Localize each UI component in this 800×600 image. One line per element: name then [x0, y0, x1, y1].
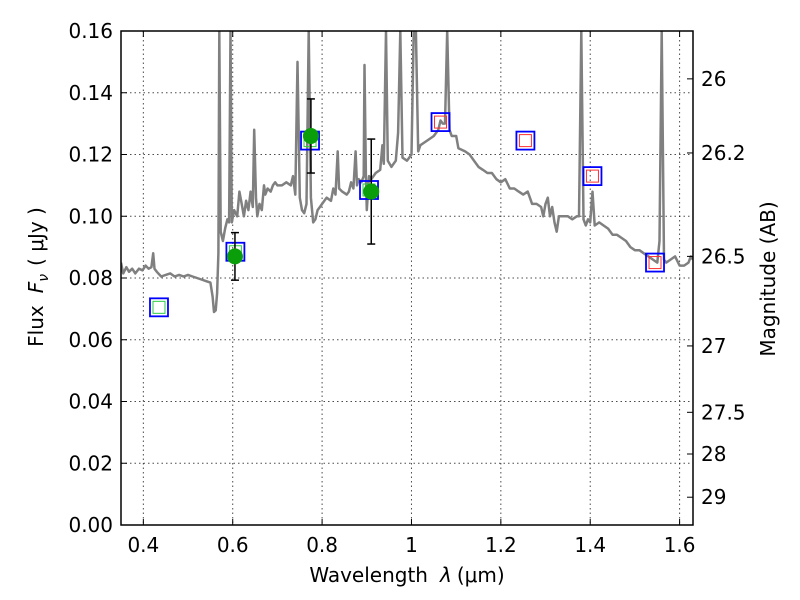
x-tick-label: 0.6	[217, 533, 249, 557]
x-tick-label: 1.6	[664, 533, 696, 557]
model-band-inner-box	[518, 134, 532, 148]
right-tick-label: 29	[701, 485, 726, 509]
y-tick-label: 0.06	[68, 328, 113, 352]
model-band-inner-box	[585, 169, 599, 183]
x-tick-label: 0.8	[306, 533, 338, 557]
model-band-box	[430, 112, 451, 132]
model-band-box	[582, 166, 603, 187]
model-sed-line	[121, 31, 693, 314]
photometry-point	[226, 248, 243, 265]
right-tick-label: 28	[701, 442, 726, 466]
x-tick-label: 1.4	[574, 533, 606, 557]
right-tick-label: 26.2	[701, 141, 746, 165]
photometry-points	[226, 127, 380, 265]
right-tick-label: 27.5	[701, 400, 746, 424]
y-tick-label: 0.08	[68, 266, 113, 290]
x-tick-label: 1.2	[485, 533, 517, 557]
y-tick-label: 0.14	[68, 81, 113, 105]
model-band-inner-box	[434, 115, 448, 129]
model-bands	[149, 112, 665, 318]
y-tick-label: 0.02	[68, 451, 113, 475]
y-tick-label: 0.04	[68, 390, 113, 414]
model-band-box	[149, 297, 169, 318]
right-tick-label: 27	[701, 334, 726, 358]
model-band-inner-box	[152, 300, 166, 314]
model-band-inner-box	[648, 256, 662, 270]
grid	[121, 30, 693, 526]
model-band-box	[645, 252, 665, 273]
x-axis-title: Wavelength λ (μm)	[309, 563, 504, 587]
x-tick-label: 0.4	[127, 533, 159, 557]
x-axis-ticks: 0.4 0.6 0.8 1 1.2 1.4 1.6	[127, 31, 696, 557]
y-tick-label: 0.00	[68, 513, 113, 537]
y-axis-ticks: 0.00 0.02 0.04 0.06 0.08 0.10 0.12 0.14 0.16	[68, 19, 127, 537]
y-tick-label: 0.12	[68, 143, 113, 167]
photometry-point	[302, 127, 319, 144]
y-tick-label: 0.16	[68, 19, 113, 43]
photometry-point	[363, 183, 380, 200]
right-magnitude-axis-ticks: 26 26.2 26.5 27 27.5 28 29	[687, 67, 746, 509]
y-tick-label: 0.10	[68, 204, 113, 228]
x-tick-label: 1	[405, 533, 418, 557]
right-tick-label: 26.5	[701, 244, 746, 268]
y-axis-title: FluxFν( μJy )	[24, 207, 52, 347]
model-band-box	[515, 130, 536, 151]
right-tick-label: 26	[701, 67, 726, 91]
right-axis-title: Magnitude (AB)	[756, 201, 780, 356]
